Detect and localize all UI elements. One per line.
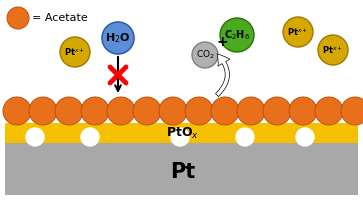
Text: Pt$^{x+}$: Pt$^{x+}$ xyxy=(287,26,309,38)
Circle shape xyxy=(289,97,317,125)
Bar xyxy=(5,123,358,143)
Circle shape xyxy=(318,35,348,65)
Circle shape xyxy=(7,7,29,29)
Text: H$_2$O: H$_2$O xyxy=(105,31,131,45)
Text: CO$_2$: CO$_2$ xyxy=(196,49,215,61)
Text: Pt: Pt xyxy=(170,162,196,182)
Circle shape xyxy=(133,97,161,125)
Text: Pt$^{x+}$: Pt$^{x+}$ xyxy=(64,46,86,58)
Circle shape xyxy=(283,17,313,47)
Circle shape xyxy=(185,97,213,125)
Circle shape xyxy=(29,97,57,125)
Circle shape xyxy=(107,97,135,125)
Circle shape xyxy=(315,97,343,125)
Circle shape xyxy=(3,97,31,125)
Circle shape xyxy=(263,97,291,125)
Circle shape xyxy=(236,128,254,146)
FancyArrowPatch shape xyxy=(216,54,230,97)
Circle shape xyxy=(81,128,99,146)
Circle shape xyxy=(220,18,254,52)
Bar xyxy=(5,143,358,195)
Text: Pt$^{x+}$: Pt$^{x+}$ xyxy=(322,44,344,56)
Circle shape xyxy=(171,128,189,146)
Circle shape xyxy=(211,97,239,125)
Circle shape xyxy=(26,128,44,146)
Text: PtO$_x$: PtO$_x$ xyxy=(166,125,200,141)
Circle shape xyxy=(102,22,134,54)
Circle shape xyxy=(192,42,218,68)
Circle shape xyxy=(60,37,90,67)
Circle shape xyxy=(55,97,83,125)
Circle shape xyxy=(341,97,363,125)
Text: +: + xyxy=(216,35,228,49)
Circle shape xyxy=(237,97,265,125)
Circle shape xyxy=(81,97,109,125)
Circle shape xyxy=(296,128,314,146)
Circle shape xyxy=(159,97,187,125)
Text: = Acetate: = Acetate xyxy=(32,13,88,23)
Text: C$_2$H$_6$: C$_2$H$_6$ xyxy=(224,28,250,42)
